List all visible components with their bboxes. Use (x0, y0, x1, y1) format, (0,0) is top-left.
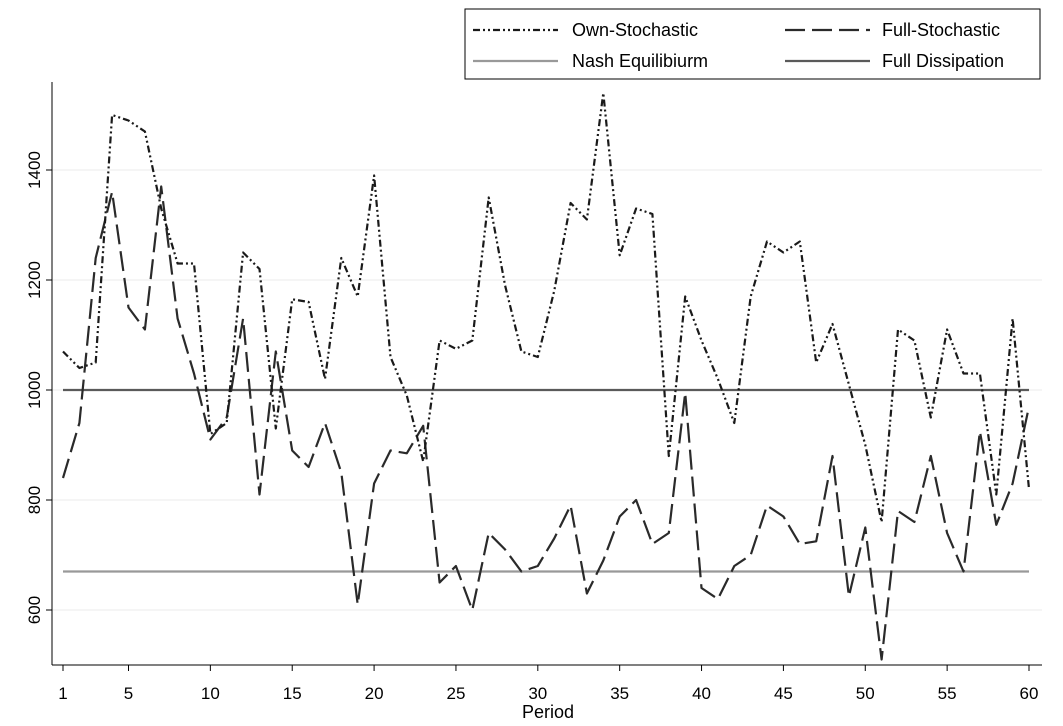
legend-label-full-stochastic: Full-Stochastic (882, 20, 1000, 40)
legend-label-full-dissipation: Full Dissipation (882, 51, 1004, 71)
legend: Own-Stochastic Full-Stochastic Nash Equili… (464, 8, 1041, 80)
x-tick-label-50: 50 (856, 684, 875, 703)
x-tick-label-35: 35 (610, 684, 629, 703)
x-tick-label-45: 45 (774, 684, 793, 703)
legend-label-nash-equilibiurm: Nash Equilibiurm (572, 51, 708, 71)
legend-label-own-stochastic: Own-Stochastic (572, 20, 698, 40)
legend-box (464, 8, 1041, 80)
series-line-full-stochastic (61, 185, 1031, 661)
y-tick-label-1000: 1000 (25, 371, 44, 409)
x-axis-title: Period (522, 702, 574, 721)
x-tick-label-30: 30 (528, 684, 547, 703)
y-tick-label-600: 600 (25, 596, 44, 624)
series-lines (61, 91, 1031, 661)
x-tick-label-25: 25 (446, 684, 465, 703)
x-tick-label-20: 20 (365, 684, 384, 703)
x-tick-label-60: 60 (1020, 684, 1039, 703)
x-tick-label-5: 5 (124, 684, 133, 703)
x-tick-label-55: 55 (938, 684, 957, 703)
y-tick-label-1400: 1400 (25, 151, 44, 189)
y-tick-label-1200: 1200 (25, 261, 44, 299)
x-tick-label-40: 40 (692, 684, 711, 703)
x-tick-label-1: 1 (58, 684, 67, 703)
x-tick-label-10: 10 (201, 684, 220, 703)
x-tick-label-15: 15 (283, 684, 302, 703)
series-line-own-stochastic (62, 91, 1031, 524)
y-tick-label-800: 800 (25, 486, 44, 514)
